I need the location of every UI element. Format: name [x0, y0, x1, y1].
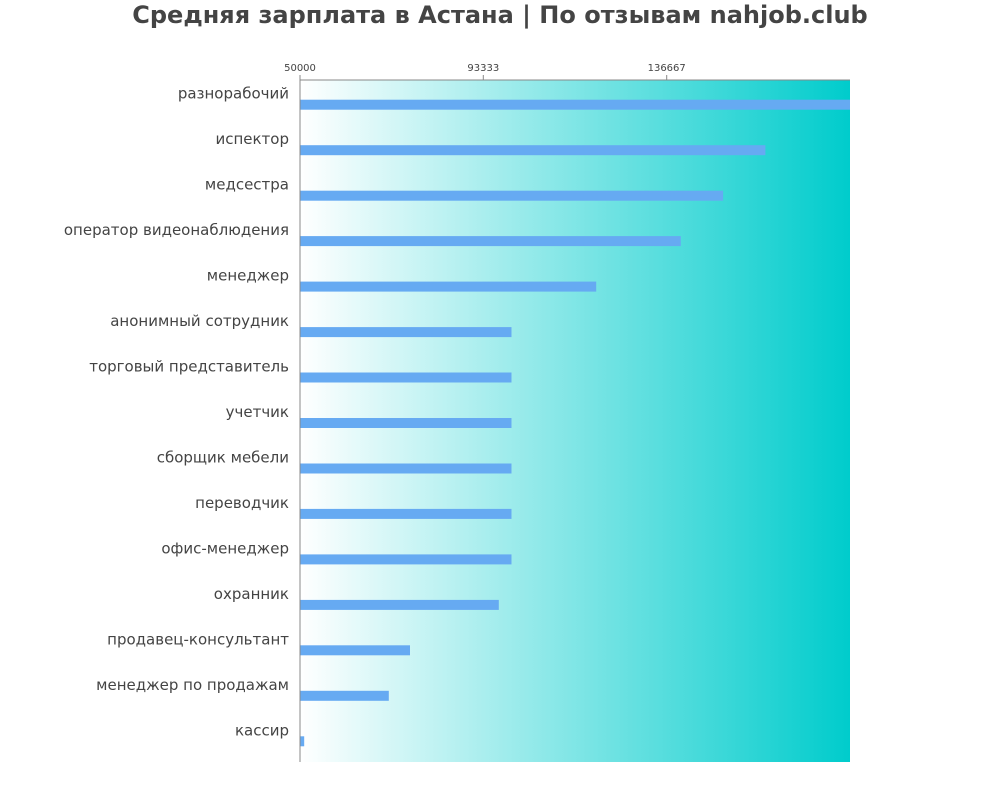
category-label: менеджер по продажам: [96, 676, 289, 694]
x-tick-label: 50000: [284, 63, 316, 74]
category-label: испектор: [215, 130, 289, 148]
category-label: медсестра: [205, 176, 289, 194]
category-label: анонимный сотрудник: [110, 312, 289, 330]
x-tick-label: 136667: [648, 63, 686, 74]
category-label: разнорабочий: [178, 85, 289, 103]
category-label: кассир: [235, 721, 289, 739]
bar: [300, 599, 499, 610]
category-labels: разнорабочий испектор медсестра оператор ви…: [64, 85, 289, 740]
bar: [300, 554, 512, 565]
category-label: продавец-консультант: [107, 630, 289, 648]
chart-title: Средняя зарплата в Астана | По отзывам n…: [132, 1, 868, 29]
category-label: переводчик: [195, 494, 289, 512]
bar: [300, 736, 305, 747]
category-label: оператор видеонаблюдения: [64, 221, 289, 239]
category-label: торговый представитель: [89, 358, 289, 376]
bar: [300, 690, 389, 701]
category-label: офис-менеджер: [161, 539, 289, 557]
category-label: охранник: [214, 585, 289, 603]
bar: [300, 463, 512, 474]
bar: [300, 190, 724, 201]
bar: [300, 281, 597, 292]
bar: [300, 508, 512, 519]
category-label: сборщик мебели: [157, 449, 289, 467]
category-label: менеджер: [207, 267, 289, 285]
bar: [300, 327, 512, 338]
bar: [300, 645, 410, 656]
bar: [300, 236, 681, 247]
bar: [300, 372, 512, 383]
bar: [300, 145, 766, 156]
x-axis-ticks: 50000 93333 136667: [284, 63, 686, 80]
category-label: учетчик: [226, 403, 289, 421]
bar: [300, 418, 512, 428]
bar: [300, 99, 850, 110]
x-tick-label: 93333: [467, 63, 499, 74]
bars-layer: [300, 99, 850, 747]
